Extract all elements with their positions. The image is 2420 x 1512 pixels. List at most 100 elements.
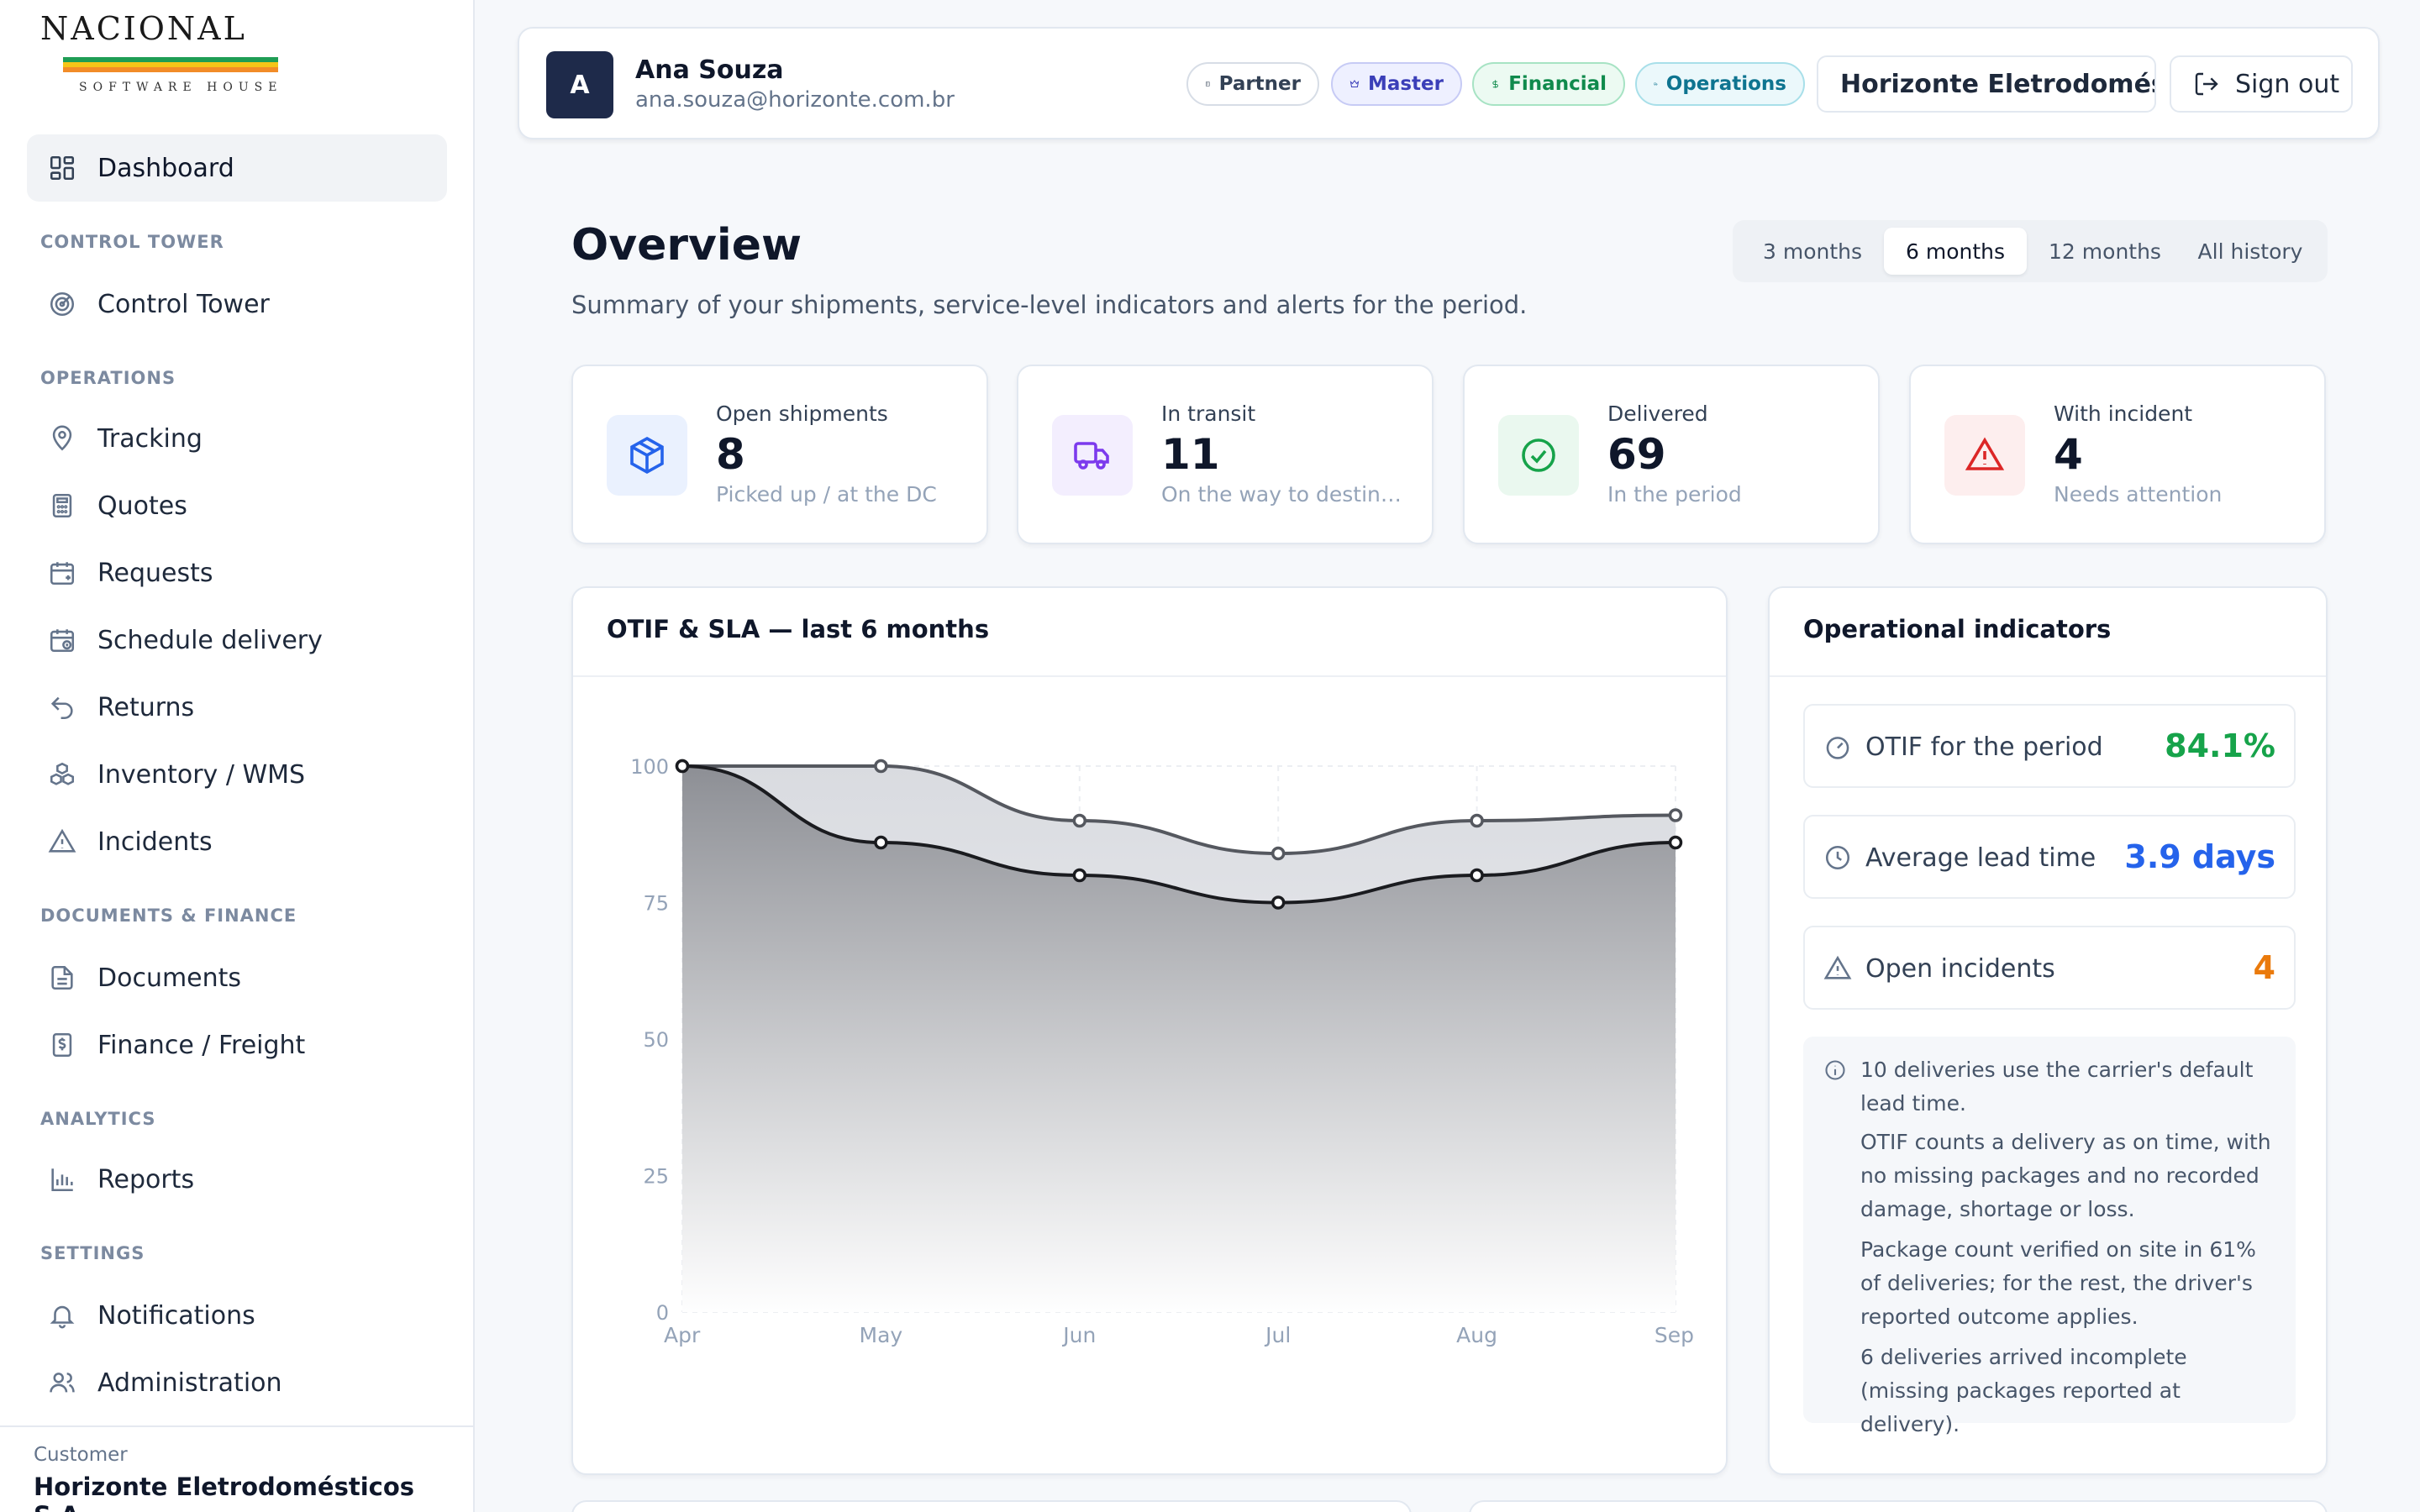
kpi-open-shipments[interactable]: Open shipments 8 Picked up / at the DC — [571, 365, 988, 544]
indicator-lead-time[interactable]: Average lead time 3.9 days — [1803, 815, 2296, 899]
kpi-label: Delivered — [1607, 402, 1708, 426]
tab-6-months[interactable]: 6 months — [1884, 228, 2027, 275]
series-line-0 — [682, 764, 1676, 856]
sidebar-item-label: Quotes — [97, 491, 187, 521]
bell-icon — [47, 1300, 77, 1331]
kpi-value: 8 — [716, 430, 745, 479]
x-tick-label: Sep — [1655, 1323, 1694, 1347]
indicator-value: 3.9 days — [2124, 838, 2275, 875]
indicator-open-incidents[interactable]: Open incidents 4 — [1803, 926, 2296, 1010]
sidebar-item-inventory[interactable]: Inventory / WMS — [27, 741, 447, 808]
indicator-notes: 10 deliveries use the carrier's default … — [1803, 1037, 2296, 1436]
indicator-value: 4 — [2253, 949, 2275, 986]
badge-label: Operations — [1665, 73, 1786, 95]
dollar-icon — [1492, 80, 1498, 88]
sidebar-item-notifications[interactable]: Notifications — [27, 1282, 447, 1349]
data-point — [675, 759, 690, 774]
users-icon — [47, 1368, 77, 1398]
section-settings: SETTINGS — [40, 1243, 145, 1263]
sidebar-item-finance[interactable]: Finance / Freight — [27, 1011, 447, 1079]
role-badge-partner: Partner — [1186, 62, 1319, 106]
tab-12-months[interactable]: 12 months — [2049, 239, 2161, 264]
x-tick-label: Aug — [1456, 1323, 1497, 1347]
sidebar-item-reports[interactable]: Reports — [27, 1146, 447, 1213]
data-point — [1668, 835, 1683, 850]
kpi-hint: In the period — [1607, 482, 1742, 507]
sidebar-item-dashboard[interactable]: Dashboard — [27, 134, 447, 202]
sidebar-item-tracking[interactable]: Tracking — [27, 405, 447, 472]
kpi-in-transit[interactable]: In transit 11 On the way to destina... — [1017, 365, 1434, 544]
kpi-value: 11 — [1161, 430, 1220, 479]
series-line-1 — [681, 764, 1676, 905]
y-tick-label: 100 — [630, 755, 669, 779]
file-text-icon — [47, 963, 77, 993]
gauge-icon — [1823, 732, 1852, 761]
sidebar-item-label: Documents — [97, 963, 242, 993]
sidebar-item-label: Dashboard — [97, 153, 234, 183]
building-icon — [1206, 81, 1210, 87]
sidebar-item-label: Control Tower — [97, 289, 270, 319]
tab-3-months[interactable]: 3 months — [1762, 239, 1863, 264]
map-pin-icon — [47, 423, 77, 454]
logout-icon — [2195, 72, 2218, 96]
sidebar-item-control-tower[interactable]: Control Tower — [27, 270, 447, 338]
sidebar-item-label: Finance / Freight — [97, 1030, 306, 1060]
sidebar-item-label: Reports — [97, 1164, 195, 1194]
indicator-label: OTIF for the period — [1865, 732, 2103, 762]
operational-indicators-card: Operational indicators OTIF for the peri… — [1768, 586, 2328, 1475]
sidebar-item-label: Administration — [97, 1368, 282, 1398]
sign-out-label: Sign out — [2235, 69, 2340, 99]
sidebar-item-label: Requests — [97, 558, 213, 588]
indicators-title: Operational indicators — [1803, 615, 2112, 643]
sidebar-item-quotes[interactable]: Quotes — [27, 472, 447, 539]
sidebar-item-administration[interactable]: Administration — [27, 1349, 447, 1416]
kpi-value: 4 — [2054, 430, 2083, 479]
boxes-icon — [47, 759, 77, 790]
calendar-clock-icon — [47, 625, 77, 655]
sidebar-item-requests[interactable]: Requests — [27, 539, 447, 606]
lower-card-left — [571, 1500, 1412, 1512]
data-point — [874, 759, 888, 774]
logo-stripe-orange — [63, 67, 278, 72]
tab-all-history[interactable]: All history — [2197, 239, 2303, 264]
section-analytics: ANALYTICS — [40, 1109, 156, 1129]
sidebar-item-documents[interactable]: Documents — [27, 944, 447, 1011]
crown-icon — [1349, 80, 1360, 87]
chart-card-title: OTIF & SLA — last 6 months — [607, 615, 990, 643]
divider — [1770, 675, 2326, 677]
sidebar-item-label: Inventory / WMS — [97, 759, 306, 790]
role-badge-financial: Financial — [1472, 62, 1625, 106]
sidebar-item-schedule-delivery[interactable]: Schedule delivery — [27, 606, 447, 674]
badge-label: Financial — [1508, 73, 1607, 95]
truck-icon — [1052, 415, 1133, 496]
sidebar-item-label: Returns — [97, 692, 195, 722]
sidebar-item-incidents[interactable]: Incidents — [27, 808, 447, 875]
check-circle-icon — [1498, 415, 1579, 496]
kpi-delivered[interactable]: Delivered 69 In the period — [1463, 365, 1880, 544]
note-package-count: Package count verified on site in 61% of… — [1860, 1237, 2256, 1329]
indicator-otif[interactable]: OTIF for the period 84.1% — [1803, 704, 2296, 788]
data-point — [1668, 808, 1683, 822]
indicator-value: 84.1% — [2165, 727, 2275, 764]
section-control-tower: CONTROL TOWER — [40, 232, 224, 252]
x-tick-label: Jun — [1061, 1323, 1096, 1347]
x-tick-label: May — [860, 1323, 903, 1347]
kpi-with-incident[interactable]: With incident 4 Needs attention — [1909, 365, 2326, 544]
indicator-label: Average lead time — [1865, 843, 2096, 873]
kpi-label: In transit — [1161, 402, 1256, 426]
logo-stripe-yellow — [63, 62, 278, 67]
sidebar-item-label: Notifications — [97, 1300, 255, 1331]
company-select[interactable]: Horizonte Eletrodomés... — [1817, 55, 2156, 113]
note-default-lead-time: 10 deliveries use the carrier's default … — [1860, 1058, 2254, 1116]
sidebar-item-returns[interactable]: Returns — [27, 674, 447, 741]
badge-label: Master — [1367, 73, 1444, 95]
brand-logo[interactable]: NACIONAL SOFTWARE HOUSE — [40, 12, 301, 96]
data-point — [1270, 895, 1286, 910]
section-documents-finance: DOCUMENTS & FINANCE — [40, 906, 297, 926]
avatar[interactable]: A — [546, 51, 613, 118]
sign-out-button[interactable]: Sign out — [2170, 55, 2353, 113]
undo-icon — [47, 692, 77, 722]
sidebar-item-label: Schedule delivery — [97, 625, 323, 655]
note-incomplete-deliveries: 6 deliveries arrived incomplete (missing… — [1860, 1345, 2187, 1436]
x-tick-label: Jul — [1264, 1323, 1291, 1347]
